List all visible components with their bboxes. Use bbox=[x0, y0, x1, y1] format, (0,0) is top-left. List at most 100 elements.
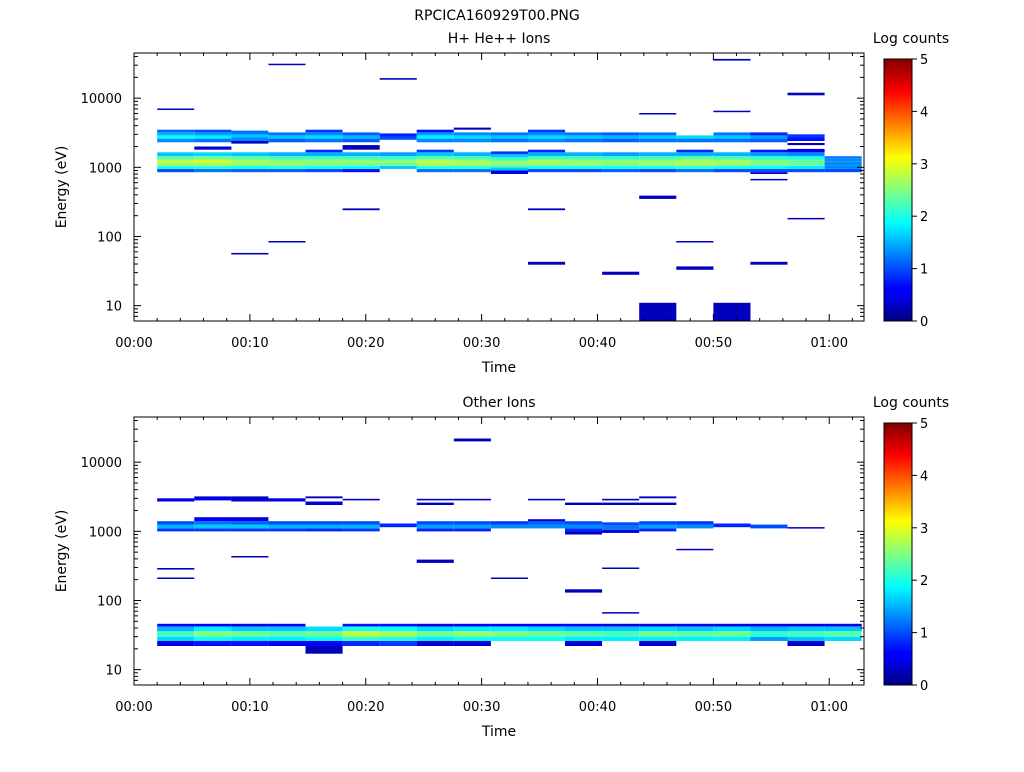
heatmap-cell bbox=[602, 525, 640, 530]
heatmap-cell bbox=[379, 156, 417, 160]
plot-frame bbox=[133, 416, 865, 686]
heatmap-cell bbox=[713, 165, 751, 169]
heatmap-cell bbox=[602, 271, 640, 275]
heatmap-cell bbox=[157, 623, 195, 627]
heatmap-cell bbox=[676, 524, 714, 529]
heatmap-cell bbox=[379, 133, 417, 137]
heatmap-cell bbox=[713, 135, 751, 139]
heatmap-cell bbox=[194, 626, 232, 632]
heatmap-cell bbox=[453, 159, 491, 164]
heatmap-cell bbox=[750, 163, 788, 166]
heatmap-cell bbox=[194, 521, 232, 525]
heatmap-cell bbox=[453, 138, 491, 143]
heatmap-cell bbox=[565, 163, 603, 166]
heatmap-cell bbox=[342, 641, 380, 646]
heatmap-cell bbox=[490, 164, 528, 168]
heatmap-cell bbox=[231, 521, 269, 525]
heatmap-cell bbox=[565, 502, 603, 505]
heatmap-cell bbox=[194, 517, 232, 522]
heatmap-cell bbox=[824, 636, 862, 641]
y-axis-label: Energy (eV) bbox=[54, 510, 70, 593]
heatmap-cell bbox=[157, 135, 195, 139]
heatmap-cell bbox=[787, 92, 825, 96]
heatmap-cell bbox=[824, 631, 862, 637]
heatmap-cell bbox=[231, 556, 269, 558]
colorbar-tick-label: 5 bbox=[920, 53, 928, 68]
heatmap-cell bbox=[268, 528, 306, 532]
heatmap-cell bbox=[750, 159, 788, 164]
heatmap-cell bbox=[305, 149, 343, 153]
heatmap-cell bbox=[676, 636, 714, 641]
x-tick-label: 01:00 bbox=[811, 700, 848, 715]
heatmap-cell bbox=[268, 165, 306, 169]
heatmap-cell bbox=[528, 631, 566, 637]
heatmap-cell bbox=[676, 548, 714, 551]
heatmap-cell bbox=[602, 163, 640, 166]
heatmap-cell bbox=[639, 623, 677, 627]
heatmap-cell bbox=[528, 135, 566, 139]
y-tick-label: 10 bbox=[105, 300, 122, 315]
heatmap-cell bbox=[416, 521, 454, 525]
heatmap-cell bbox=[342, 145, 380, 150]
heatmap-cell bbox=[639, 156, 677, 160]
heatmap-cell bbox=[676, 626, 714, 632]
heatmap-cell bbox=[453, 156, 491, 160]
x-tick-label: 00:20 bbox=[347, 336, 384, 351]
heatmap-cell bbox=[713, 626, 751, 632]
heatmap-cell bbox=[713, 636, 751, 641]
heatmap-cell bbox=[490, 170, 528, 174]
heatmap-cell bbox=[194, 135, 232, 139]
x-tick-label: 00:10 bbox=[231, 700, 268, 715]
heatmap-cell bbox=[713, 523, 751, 528]
heatmap-cell bbox=[824, 158, 862, 162]
heatmap-cell bbox=[639, 163, 677, 166]
heatmap-cell bbox=[416, 502, 454, 505]
heatmap-cell bbox=[416, 159, 454, 164]
heatmap-cell bbox=[490, 151, 528, 155]
heatmap-cell bbox=[157, 163, 195, 166]
heatmap-cell bbox=[305, 636, 343, 641]
heatmap-cell bbox=[416, 636, 454, 641]
heatmap-cell bbox=[453, 636, 491, 641]
heatmap-cell bbox=[416, 149, 454, 153]
heatmap-cell bbox=[342, 623, 380, 627]
heatmap-cell bbox=[268, 152, 306, 157]
heatmap-cell bbox=[231, 163, 269, 166]
heatmap-cell bbox=[676, 623, 714, 627]
heatmap-cell bbox=[416, 168, 454, 173]
heatmap-cell bbox=[453, 521, 491, 525]
heatmap-cell bbox=[194, 524, 232, 529]
x-tick-label: 01:00 bbox=[811, 336, 848, 351]
heatmap-cell bbox=[342, 163, 380, 166]
heatmap-cell bbox=[157, 641, 195, 646]
heatmap-cell bbox=[787, 636, 825, 641]
heatmap-cell bbox=[750, 172, 788, 174]
heatmap-cell bbox=[528, 165, 566, 169]
heatmap-cell bbox=[194, 636, 232, 641]
heatmap-cell bbox=[305, 135, 343, 139]
heatmap-cell bbox=[268, 524, 306, 529]
heatmap-cell bbox=[787, 527, 825, 529]
plot-frame bbox=[133, 52, 865, 322]
x-tick-label: 00:30 bbox=[463, 700, 500, 715]
heatmap-cell bbox=[268, 135, 306, 139]
heatmap-cell bbox=[565, 135, 603, 139]
heatmap-cell bbox=[750, 168, 788, 173]
colorbar-tick-label: 1 bbox=[920, 263, 928, 278]
heatmap-cell bbox=[342, 524, 380, 529]
heatmap-cell bbox=[565, 641, 603, 646]
heatmap-cell bbox=[268, 641, 306, 646]
heatmap-cell bbox=[342, 159, 380, 164]
heatmap-cell bbox=[528, 521, 566, 525]
heatmap-cell bbox=[231, 130, 269, 135]
heatmap-cell bbox=[157, 636, 195, 641]
heatmap-cell bbox=[416, 135, 454, 139]
heatmap-cell bbox=[565, 156, 603, 160]
heatmap-cell bbox=[157, 626, 195, 632]
heatmap-cell bbox=[676, 163, 714, 166]
heatmap-cell bbox=[528, 163, 566, 166]
heatmap-cell bbox=[676, 165, 714, 169]
heatmap-cell bbox=[490, 524, 528, 529]
heatmap-cell bbox=[416, 152, 454, 157]
heatmap-cell bbox=[305, 152, 343, 157]
